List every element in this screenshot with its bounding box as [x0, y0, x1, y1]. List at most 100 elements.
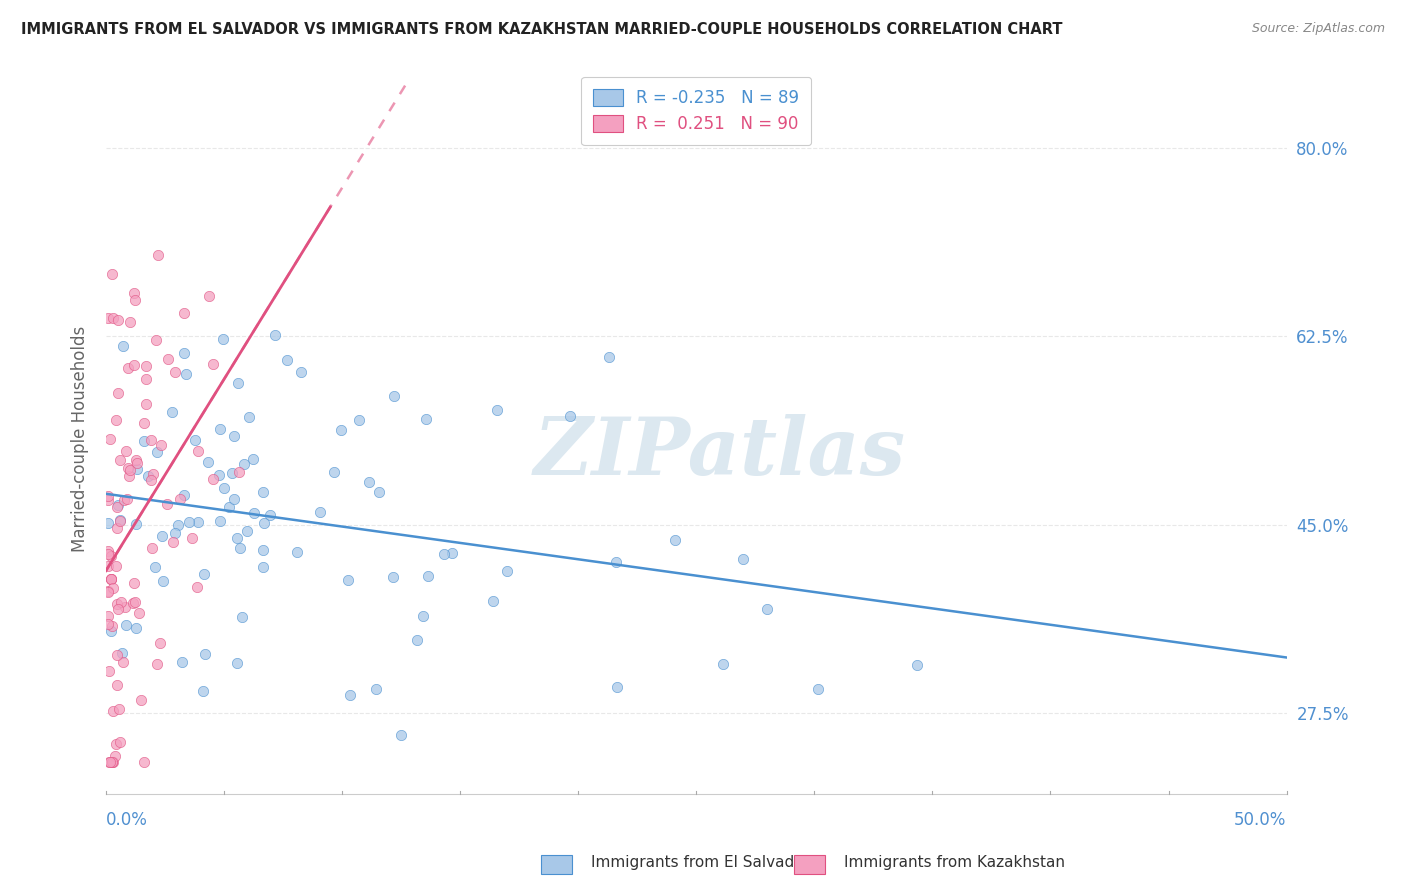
Point: [156, 497, 179, 511]
Point: [111, 339, 134, 353]
Text: Immigrants from Kazakhstan: Immigrants from Kazakhstan: [844, 855, 1064, 870]
Point: [105, 737, 128, 751]
Point: [187, 515, 209, 529]
Text: IMMIGRANTS FROM EL SALVADOR VS IMMIGRANTS FROM KAZAKHSTAN MARRIED-COUPLE HOUSEHO: IMMIGRANTS FROM EL SALVADOR VS IMMIGRANT…: [21, 22, 1063, 37]
Point: [111, 646, 134, 660]
Point: [101, 581, 124, 595]
Point: [115, 618, 138, 632]
Point: [208, 467, 231, 482]
Point: [103, 755, 125, 769]
Point: [163, 525, 186, 540]
Point: [481, 594, 503, 608]
Point: [406, 633, 429, 648]
Point: [107, 498, 129, 512]
Point: [101, 618, 124, 632]
Point: [100, 572, 122, 586]
Point: [110, 513, 132, 527]
Point: [222, 428, 245, 442]
Point: [100, 572, 122, 586]
Point: [122, 576, 145, 591]
Point: [170, 656, 193, 670]
Point: [232, 457, 254, 471]
Text: ZIPatlas: ZIPatlas: [534, 414, 905, 491]
Point: [120, 463, 142, 477]
Point: [664, 533, 686, 548]
Point: [118, 315, 141, 329]
Point: [112, 492, 135, 507]
Point: [212, 481, 235, 495]
Point: [125, 516, 148, 531]
Point: [149, 635, 172, 649]
Point: [146, 444, 169, 458]
Point: [382, 570, 405, 584]
Point: [211, 332, 233, 346]
Point: [98, 432, 121, 446]
Text: Immigrants from El Salvador: Immigrants from El Salvador: [591, 855, 810, 870]
Point: [415, 411, 437, 425]
Point: [98, 755, 121, 769]
Point: [142, 467, 165, 481]
Point: [136, 469, 159, 483]
Text: 50.0%: 50.0%: [1234, 811, 1286, 829]
Point: [382, 389, 405, 403]
Point: [364, 681, 387, 696]
Point: [194, 647, 217, 661]
Point: [117, 461, 139, 475]
Point: [322, 465, 344, 479]
Point: [97, 584, 120, 599]
Point: [125, 453, 148, 467]
Point: [105, 648, 128, 662]
Point: [433, 547, 456, 561]
Point: [202, 357, 225, 371]
Point: [114, 599, 136, 614]
Point: [253, 516, 276, 530]
Point: [152, 574, 174, 588]
Point: [124, 595, 146, 609]
Point: [202, 472, 225, 486]
Point: [416, 569, 439, 583]
Point: [101, 755, 124, 769]
Point: [169, 492, 191, 507]
Point: [173, 346, 195, 360]
Point: [97, 493, 120, 508]
Point: [222, 492, 245, 507]
Point: [167, 518, 190, 533]
Point: [97, 516, 120, 530]
Point: [252, 484, 274, 499]
Point: [252, 543, 274, 558]
Point: [495, 564, 517, 578]
Text: 0.0%: 0.0%: [105, 811, 148, 829]
Point: [135, 359, 157, 373]
Point: [132, 755, 155, 769]
Point: [107, 602, 129, 616]
Point: [122, 285, 145, 300]
Point: [347, 412, 370, 426]
Point: [124, 293, 146, 307]
Point: [141, 541, 163, 555]
Point: [146, 248, 169, 262]
Point: [108, 734, 131, 748]
Point: [558, 409, 581, 423]
Point: [107, 312, 129, 326]
Point: [112, 655, 135, 669]
Point: [122, 597, 145, 611]
Point: [208, 514, 231, 528]
Point: [252, 559, 274, 574]
Point: [128, 607, 150, 621]
Point: [208, 422, 231, 436]
Point: [100, 549, 122, 563]
Point: [368, 485, 391, 500]
Point: [105, 597, 128, 611]
Point: [226, 376, 249, 390]
Point: [122, 358, 145, 372]
Point: [440, 546, 463, 560]
Point: [117, 360, 139, 375]
Point: [104, 559, 127, 574]
Point: [389, 728, 412, 742]
Point: [193, 566, 215, 581]
Point: [125, 621, 148, 635]
Point: [135, 372, 157, 386]
Point: [336, 573, 359, 587]
Point: [127, 462, 149, 476]
Point: [107, 386, 129, 401]
